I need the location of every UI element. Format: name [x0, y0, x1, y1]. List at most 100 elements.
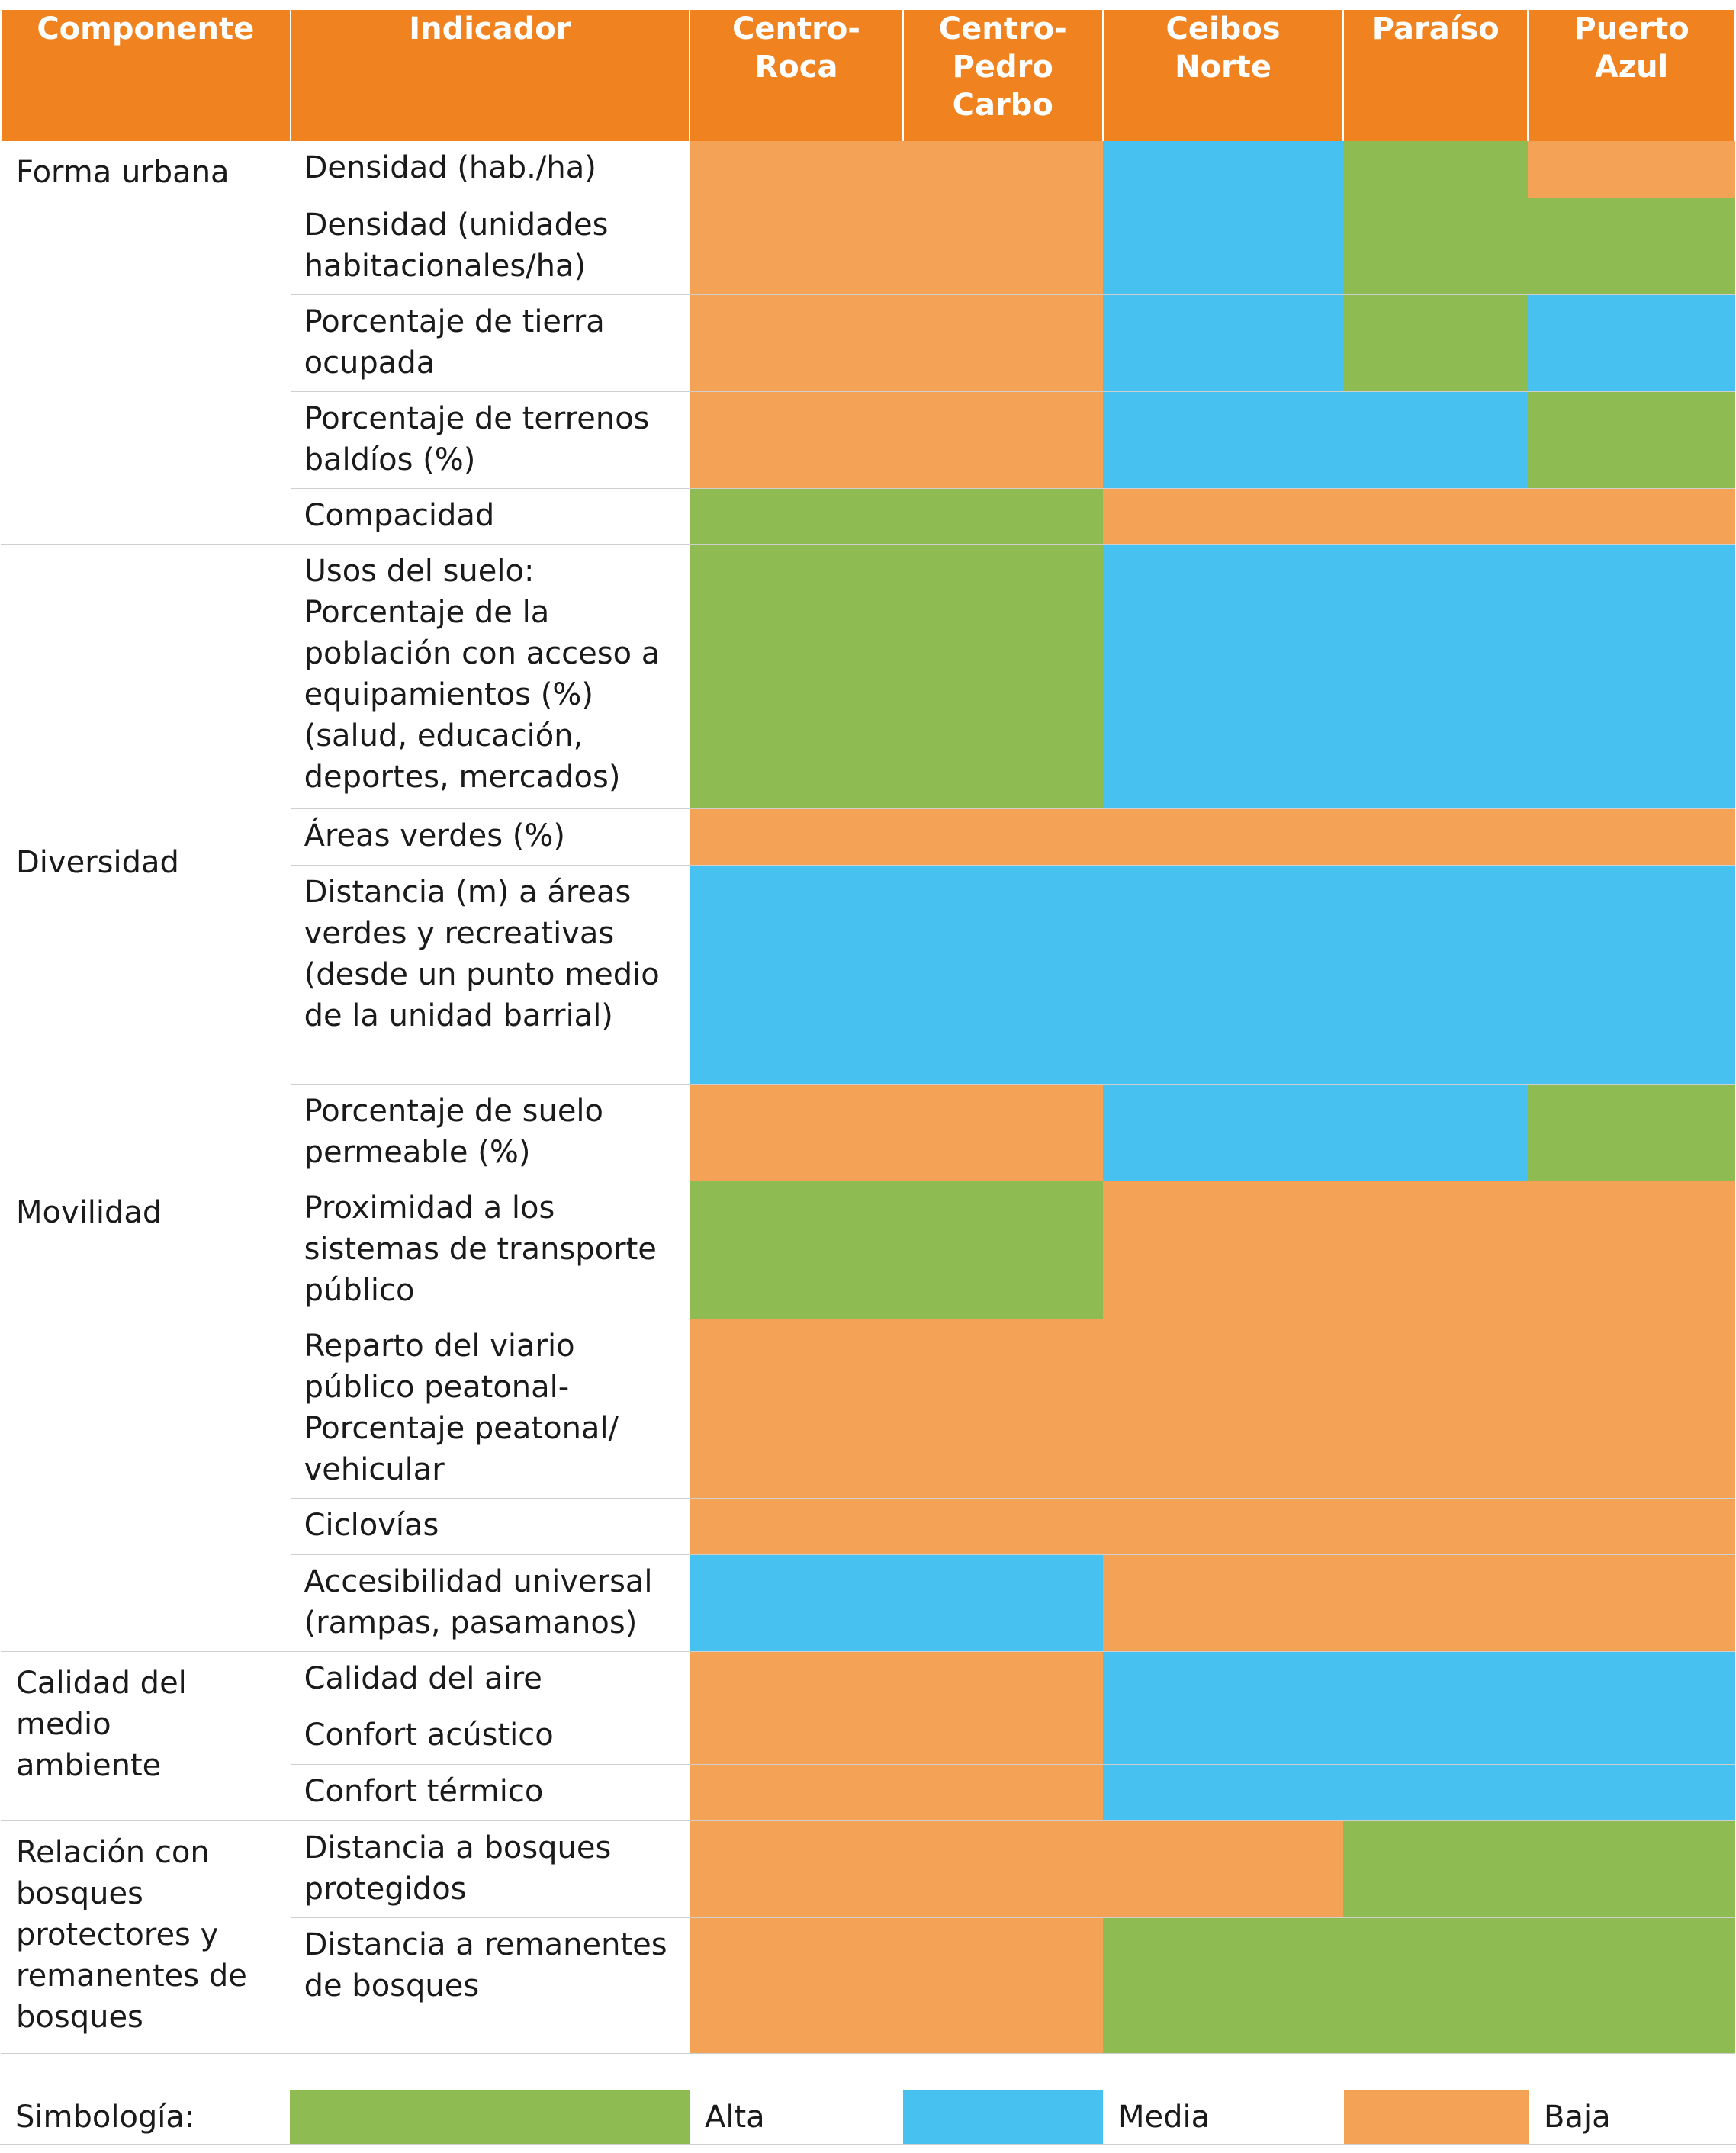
- rating-cell: [1102, 1708, 1344, 1765]
- table-row: Forma urbana Densidad (hab./ha): [1, 141, 1735, 545]
- component-movilidad: Movilidad: [1, 1181, 291, 1652]
- rating-cell: [1102, 544, 1344, 809]
- indicator-cell: Porcentaje de tierra ocupada: [290, 294, 690, 392]
- rating-cell: [1102, 1084, 1344, 1181]
- rating-cell: [902, 808, 1103, 866]
- table-row: Áreas verdes (%): [1, 808, 1735, 866]
- table-row: Porcentaje de terrenos baldíos (%): [1, 391, 1735, 489]
- legend-swatch-media: [903, 2090, 1103, 2145]
- legend-title: Simbología:: [0, 2090, 290, 2145]
- rating-cell: [902, 198, 1103, 295]
- rating-cell: [902, 1708, 1103, 1765]
- rating-cell: [1102, 1820, 1344, 1918]
- rating-cell: [1528, 1651, 1735, 1708]
- header-row: Componente Indicador Centro-Roca Centro-…: [0, 10, 1736, 141]
- rating-cell: [1343, 294, 1529, 392]
- rating-cell: [690, 1554, 903, 1652]
- rating-cell: [1102, 1764, 1344, 1821]
- table-row: Densidad (unidades habitacionales/ha): [1, 198, 1735, 295]
- header-componente: Componente: [0, 10, 291, 141]
- rating-cell: [1102, 294, 1344, 392]
- rating-cell: [1102, 198, 1344, 295]
- table-row: Reparto del viario público peatonal- Por…: [1, 1319, 1735, 1499]
- rating-cell: [1102, 808, 1344, 866]
- rating-cell: [1528, 865, 1735, 1085]
- rating-cell: [902, 488, 1103, 545]
- rating-cell: [1343, 1708, 1529, 1765]
- rating-cell: [690, 1181, 903, 1319]
- rating-cell: [902, 391, 1103, 489]
- rating-cell: [1528, 391, 1735, 489]
- rating-cell: [690, 1651, 903, 1708]
- rating-cell: [902, 1764, 1103, 1821]
- component-forma-urbana: Forma urbana: [1, 141, 291, 545]
- rating-cell: [690, 865, 903, 1085]
- rating-cell: [1528, 1084, 1735, 1181]
- rating-cell: [1102, 1181, 1344, 1319]
- table-row: Diversidad Usos del suelo: Porcentaje de…: [1, 544, 1735, 1181]
- rating-cell: [1528, 544, 1735, 809]
- table-row: Calidad del medio ambiente Calidad del a…: [1, 1651, 1735, 1821]
- rating-cell: [1102, 1498, 1344, 1555]
- table-row: Porcentaje de tierra ocupada: [1, 294, 1735, 392]
- legend-swatch-alta: [290, 2090, 690, 2145]
- rating-cell: [1102, 488, 1344, 545]
- rating-cell: [1102, 1651, 1344, 1708]
- rating-cell: [902, 1181, 1103, 1319]
- indicator-cell: Distancia (m) a áreas verdes y recreativ…: [290, 865, 690, 1085]
- rating-cell: [1528, 1498, 1735, 1555]
- component-diversidad: Diversidad: [1, 544, 291, 1181]
- rating-cell: [690, 544, 903, 809]
- rating-cell: [690, 1319, 903, 1499]
- rating-cell: [1343, 1820, 1529, 1918]
- table-row: Distancia (m) a áreas verdes y recreativ…: [1, 865, 1735, 1085]
- table-row: Distancia a remanentes de bosques: [1, 1917, 1735, 2054]
- legend-swatch-baja: [1344, 2090, 1529, 2145]
- rating-cell: [690, 391, 903, 489]
- table-row: Movilidad Proximidad a los sistemas de t…: [1, 1181, 1735, 1652]
- rating-cell: [1102, 1319, 1344, 1499]
- rating-cell: [1102, 1554, 1344, 1652]
- rating-cell: [902, 1084, 1103, 1181]
- rating-cell: [1102, 865, 1344, 1085]
- rating-cell: [1528, 198, 1735, 295]
- rating-cell: [1528, 1181, 1735, 1319]
- rating-cell: [902, 865, 1103, 1085]
- rating-cell: [902, 1651, 1103, 1708]
- rating-cell: [690, 1498, 903, 1555]
- legend-label-media: Media: [1103, 2090, 1344, 2145]
- component-relacion: Relación con bosques protectores y reman…: [1, 1820, 291, 2054]
- indicator-cell: Compacidad: [290, 488, 690, 545]
- table-row: Relación con bosques protectores y reman…: [1, 1820, 1735, 2054]
- indicator-cell: Distancia a bosques protegidos: [290, 1820, 690, 1918]
- rating-cell: [902, 1554, 1103, 1652]
- indicator-cell: Áreas verdes (%): [290, 808, 690, 866]
- rating-cell: [1528, 1554, 1735, 1652]
- indicator-cell: Reparto del viario público peatonal- Por…: [290, 1319, 690, 1499]
- indicator-cell: Porcentaje de suelo permeable (%): [290, 1084, 690, 1181]
- header-centro-roca: Centro-Roca: [689, 10, 904, 141]
- rating-cell: [1528, 1319, 1735, 1499]
- rating-cell: [690, 198, 903, 295]
- rating-cell: [690, 488, 903, 545]
- rating-cell: [1528, 1764, 1735, 1821]
- indicator-cell: Distancia a remanentes de bosques: [290, 1917, 690, 2054]
- rating-cell: [690, 294, 903, 392]
- rating-cell: [902, 294, 1103, 392]
- header-ceibos-norte: Ceibos Norte: [1101, 10, 1345, 141]
- indicator-cell: Proximidad a los sistemas de transporte …: [290, 1181, 690, 1319]
- indicator-cell: Densidad (unidades habitacionales/ha): [290, 198, 690, 295]
- rating-cell: [1528, 1917, 1735, 2054]
- indicator-cell: Usos del suelo: Porcentaje de la poblaci…: [290, 544, 690, 809]
- rating-cell: [1343, 808, 1529, 866]
- component-calidad: Calidad del medio ambiente: [1, 1651, 291, 1821]
- rating-cell: [1528, 1820, 1735, 1918]
- rating-cell: [690, 1820, 903, 1918]
- table-row: Confort térmico: [1, 1764, 1735, 1821]
- rating-cell: [1343, 1319, 1529, 1499]
- rating-cell: [902, 141, 1103, 198]
- rating-cell: [1343, 544, 1529, 809]
- table-row: Ciclovías: [1, 1498, 1735, 1555]
- indicators-table: Componente Indicador Centro-Roca Centro-…: [0, 10, 1736, 2054]
- legend-label-baja: Baja: [1529, 2090, 1736, 2145]
